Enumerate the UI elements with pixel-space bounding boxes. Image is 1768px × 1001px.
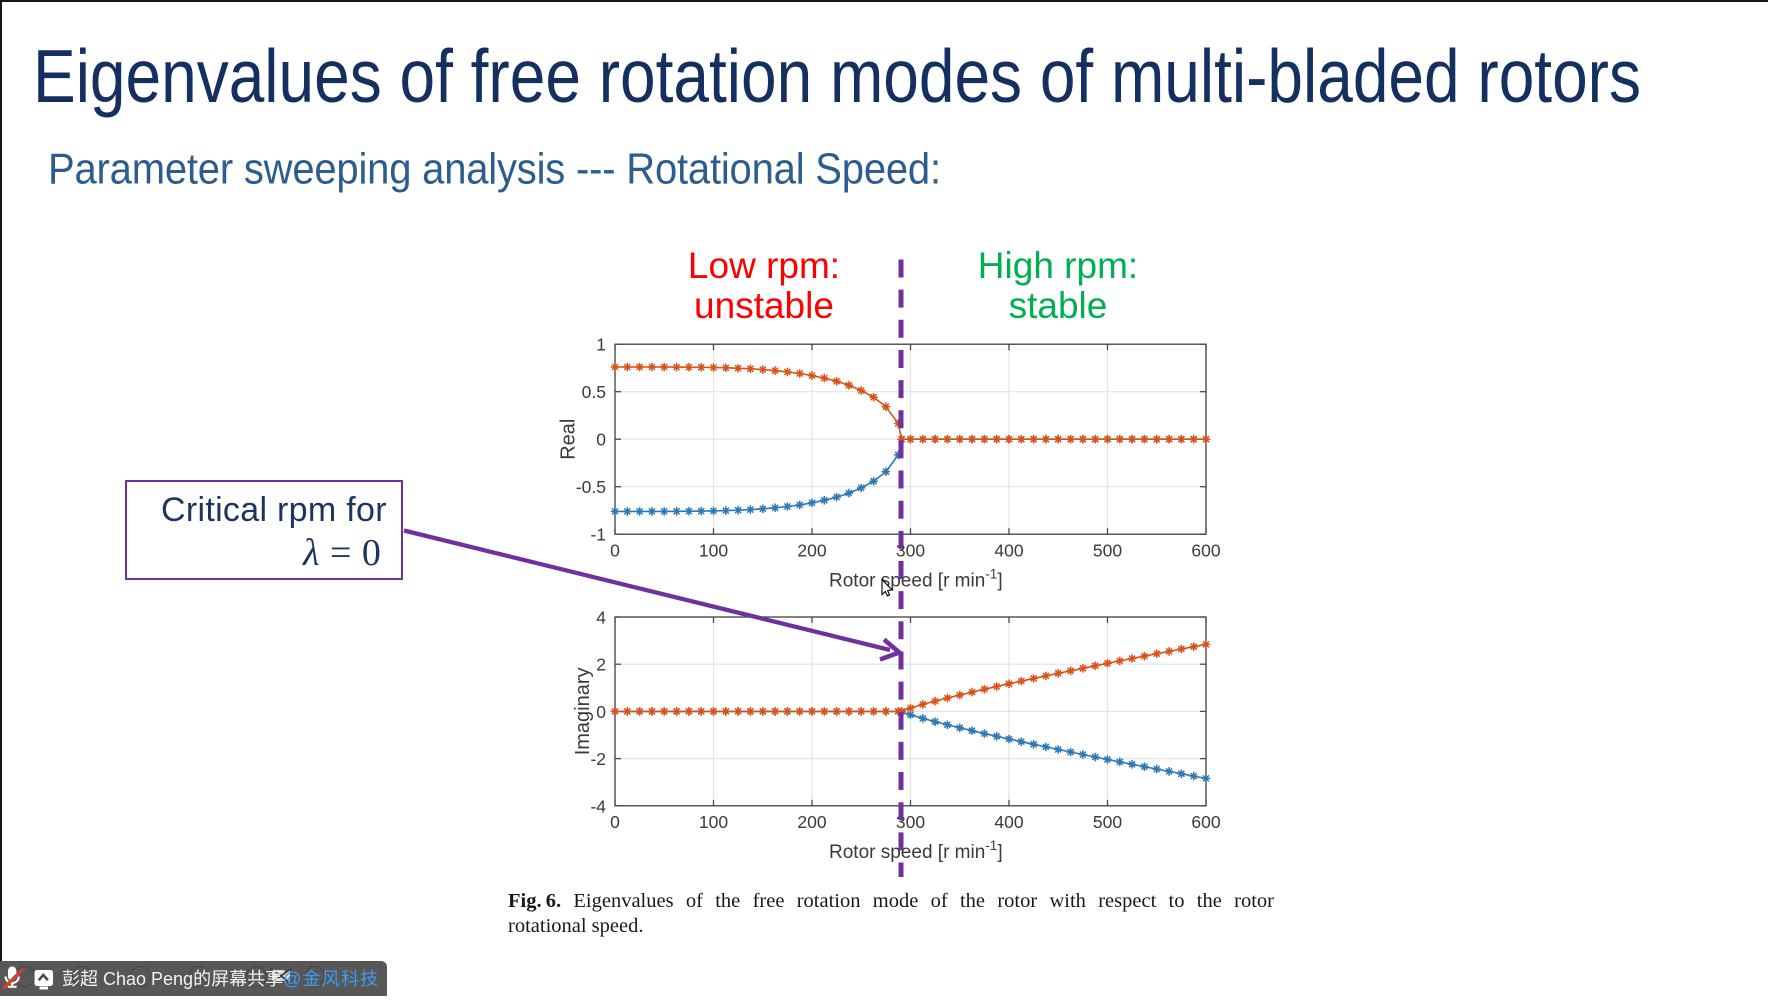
svg-text:400: 400 [994,541,1023,561]
svg-text:0: 0 [610,541,620,561]
svg-text:-0.5: -0.5 [576,477,606,497]
svg-text:100: 100 [699,541,728,561]
svg-text:1: 1 [596,335,606,355]
svg-text:4: 4 [596,608,606,628]
svg-text:0.5: 0.5 [582,382,606,402]
svg-text:-1: -1 [590,525,606,545]
svg-text:0: 0 [610,812,620,832]
svg-text:Rotor speed [r min-1]: Rotor speed [r min-1] [829,567,1003,592]
svg-text:Imaginary: Imaginary [572,667,594,755]
svg-text:2: 2 [596,655,606,675]
svg-text:200: 200 [797,812,826,832]
svg-text:0: 0 [596,702,606,722]
svg-text:100: 100 [699,812,728,832]
svg-text:600: 600 [1191,541,1220,561]
svg-text:200: 200 [797,541,826,561]
svg-text:-4: -4 [590,796,606,816]
svg-text:600: 600 [1191,812,1220,832]
svg-text:500: 500 [1093,541,1122,561]
svg-text:0: 0 [596,430,606,450]
svg-text:Real: Real [558,419,580,460]
svg-text:500: 500 [1093,812,1122,832]
svg-text:400: 400 [994,812,1023,832]
svg-text:Rotor speed [r min-1]: Rotor speed [r min-1] [829,838,1003,863]
svg-text:-2: -2 [590,749,606,769]
